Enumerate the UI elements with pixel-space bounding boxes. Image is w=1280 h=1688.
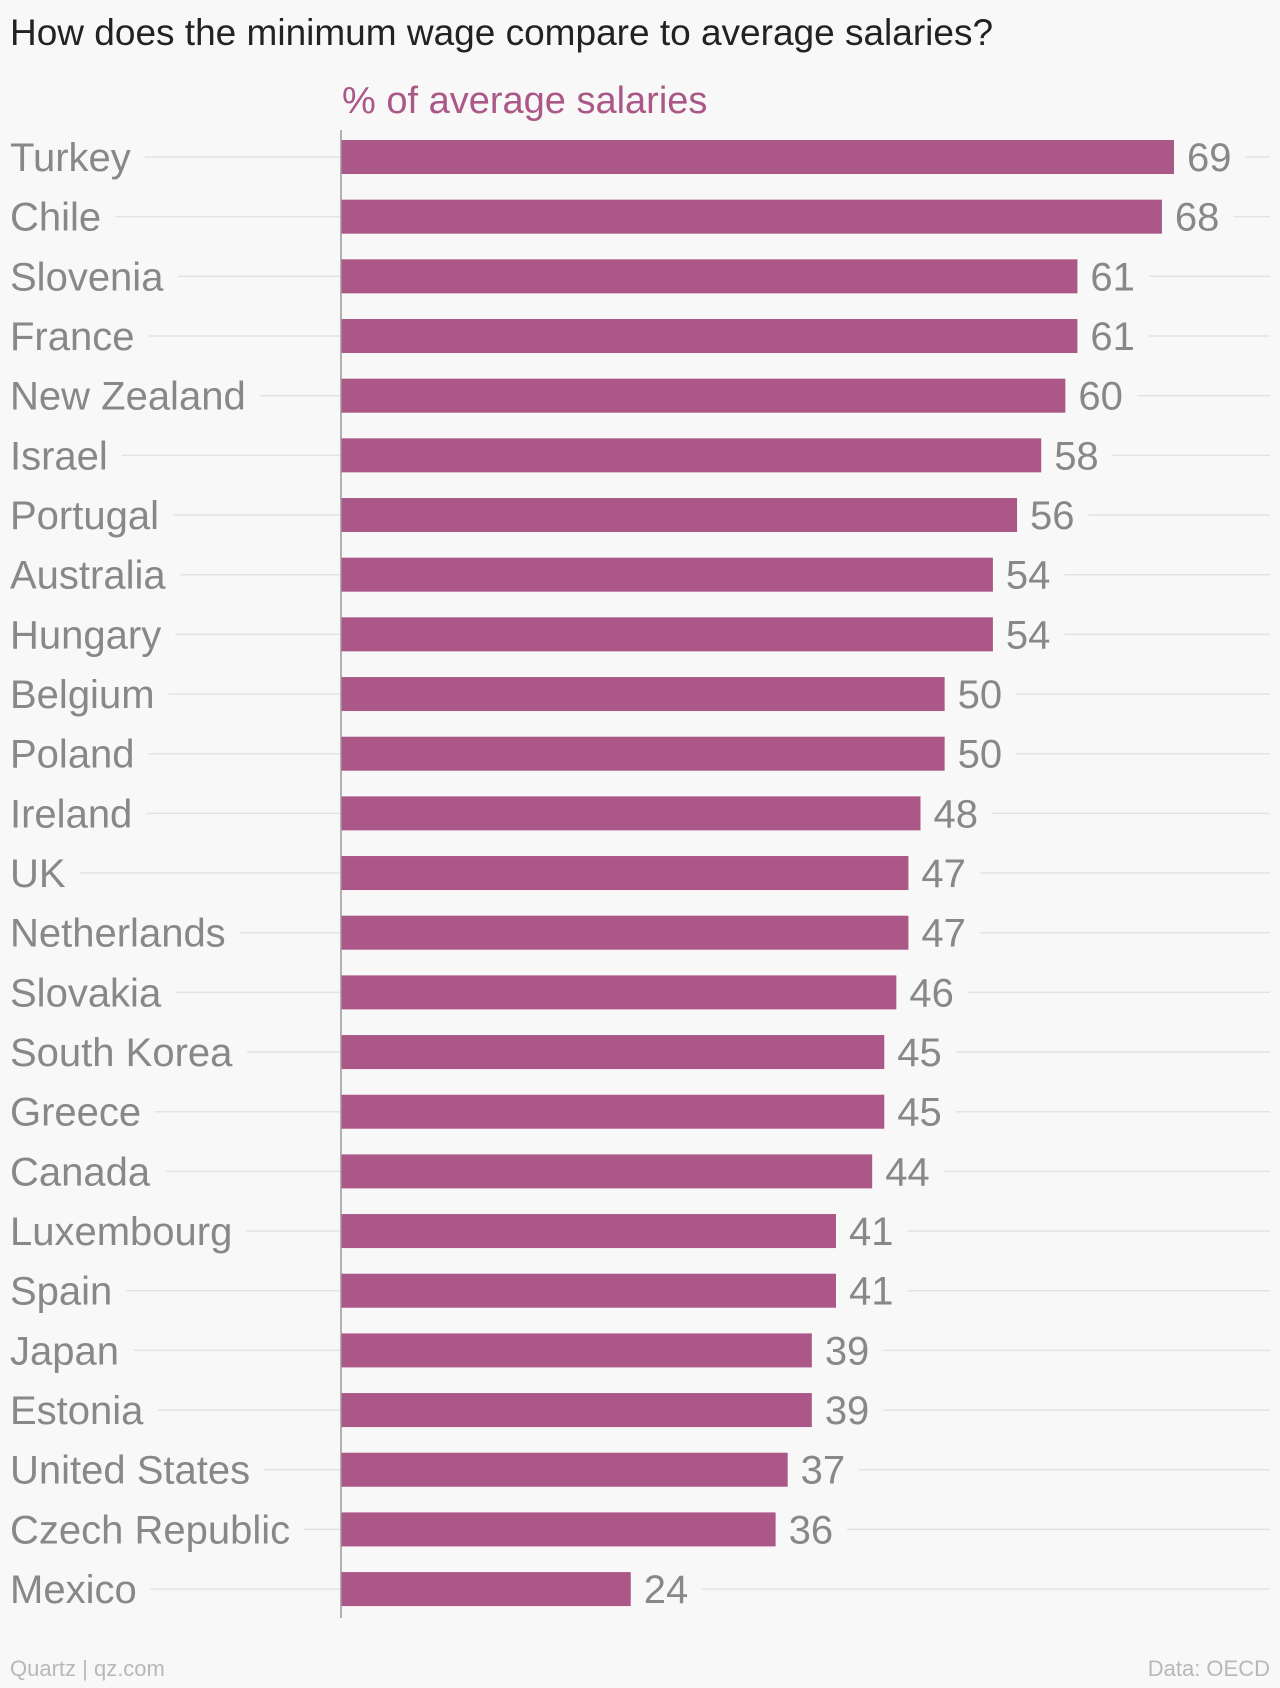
value-label: 47 <box>921 852 966 896</box>
value-label: 61 <box>1090 255 1135 299</box>
value-label: 37 <box>801 1449 846 1493</box>
category-label: United States <box>10 1449 250 1493</box>
bar <box>341 378 1066 413</box>
value-label: 41 <box>849 1270 894 1314</box>
category-label: Poland <box>10 733 135 777</box>
bar <box>341 677 945 712</box>
category-label: France <box>10 315 135 359</box>
category-label: Czech Republic <box>10 1508 290 1552</box>
value-label: 61 <box>1090 315 1135 359</box>
gridlines <box>79 156 1270 1590</box>
bar <box>341 1035 885 1070</box>
bar <box>341 140 1174 174</box>
bar <box>341 796 921 831</box>
bar <box>341 1273 836 1308</box>
category-label: UK <box>10 852 66 896</box>
bar <box>341 557 993 592</box>
value-label: 54 <box>1006 554 1051 598</box>
value-label: 68 <box>1175 196 1220 240</box>
category-label: Turkey <box>10 136 131 180</box>
category-label: South Korea <box>10 1031 233 1075</box>
value-label: 50 <box>958 733 1003 777</box>
category-label: Hungary <box>10 613 161 657</box>
bar <box>341 438 1042 473</box>
value-label: 44 <box>885 1150 930 1194</box>
chart-title: How does the minimum wage compare to ave… <box>10 12 994 53</box>
bar <box>341 856 909 891</box>
bar <box>341 1094 885 1129</box>
bar <box>341 319 1078 354</box>
bar <box>341 259 1078 294</box>
value-label: 39 <box>825 1329 870 1373</box>
value-label: 36 <box>789 1508 834 1552</box>
category-label: New Zealand <box>10 375 246 419</box>
bar <box>341 736 945 771</box>
category-label: Australia <box>10 554 166 598</box>
value-label: 58 <box>1054 434 1099 478</box>
value-label: 56 <box>1030 494 1075 538</box>
value-label: 39 <box>825 1389 870 1433</box>
value-label: 60 <box>1078 375 1123 419</box>
value-label: 46 <box>909 971 954 1015</box>
bar <box>341 1393 812 1428</box>
bar <box>341 915 909 950</box>
value-label: 50 <box>958 673 1003 717</box>
category-label: Netherlands <box>10 912 226 956</box>
bar <box>341 617 993 652</box>
value-label: 48 <box>933 792 978 836</box>
series-label: % of average salaries <box>342 80 707 122</box>
value-label: 69 <box>1187 136 1232 180</box>
value-label: 41 <box>849 1210 894 1254</box>
bar <box>341 1333 812 1368</box>
category-label: Greece <box>10 1091 141 1135</box>
category-label: Israel <box>10 434 108 478</box>
bar <box>341 1512 776 1547</box>
category-label: Spain <box>10 1270 112 1314</box>
value-label: 45 <box>897 1091 942 1135</box>
bar <box>341 975 897 1010</box>
category-label: Japan <box>10 1329 119 1373</box>
category-label: Ireland <box>10 792 132 836</box>
value-label: 24 <box>644 1568 689 1612</box>
category-label: Portugal <box>10 494 159 538</box>
category-label: Canada <box>10 1150 151 1194</box>
value-label: 54 <box>1006 613 1051 657</box>
footer-source: Data: OECD <box>1147 1656 1270 1681</box>
bars-group <box>341 140 1174 1607</box>
value-label: 47 <box>921 912 966 956</box>
labels-group: Turkey 69 Chile 68 Slovenia 61 France 61 New Zea… <box>10 136 1232 1612</box>
footer-credit: Quartz | qz.com <box>10 1656 165 1681</box>
category-label: Mexico <box>10 1568 137 1612</box>
bar <box>341 1154 873 1189</box>
bar <box>341 199 1162 234</box>
category-label: Belgium <box>10 673 155 717</box>
value-label: 45 <box>897 1031 942 1075</box>
category-label: Estonia <box>10 1389 144 1433</box>
bar <box>341 498 1018 533</box>
bar <box>341 1452 788 1487</box>
category-label: Chile <box>10 196 101 240</box>
category-label: Luxembourg <box>10 1210 232 1254</box>
bar <box>341 1214 836 1249</box>
bar <box>341 1572 631 1607</box>
category-label: Slovenia <box>10 255 164 299</box>
category-label: Slovakia <box>10 971 162 1015</box>
